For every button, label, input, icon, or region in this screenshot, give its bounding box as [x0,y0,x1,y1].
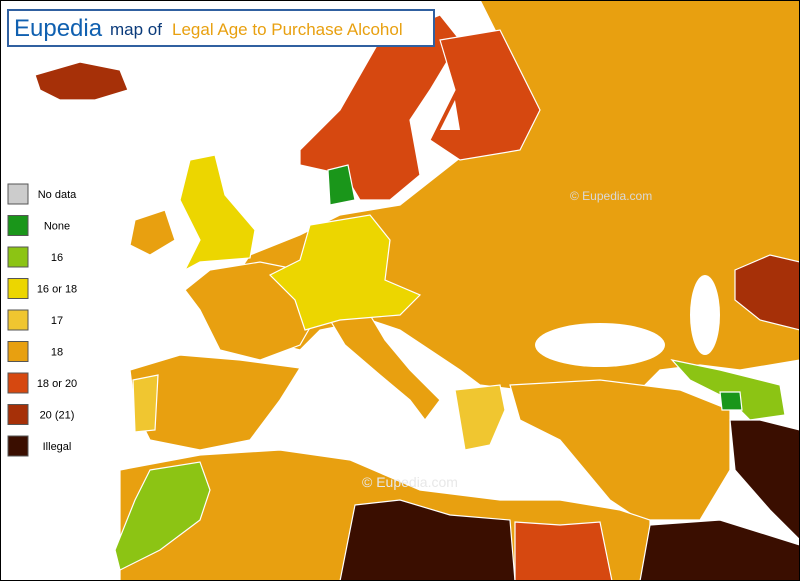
legend-label: 20 (21) [40,410,75,422]
region [514,521,613,581]
region [729,419,800,541]
legend-swatch [7,404,29,425]
legend-swatch [7,341,29,362]
region [268,214,422,331]
region [132,374,159,433]
gulf [440,100,460,130]
land [34,0,800,581]
region [454,384,506,451]
watermark: © Eupedia.com [570,189,652,203]
region [339,499,516,581]
region [670,359,786,421]
region [327,164,356,206]
legend-label: No data [38,189,77,201]
legend-label: 16 or 18 [37,284,77,296]
legend-label: 18 or 20 [37,378,77,390]
black-sea [535,323,665,367]
title: Legal Age to Purchase Alcohol [172,20,403,39]
legend-swatch [7,309,29,331]
legend-swatch [7,372,29,394]
region [329,314,441,421]
region [114,461,211,571]
caspian-sea [690,275,720,355]
region [719,391,743,411]
watermark: © Eupedia.com [362,474,458,490]
region [34,61,129,101]
legend-swatch [7,246,29,268]
region [509,379,731,521]
region [129,209,176,256]
legend-label: Illegal [43,441,72,453]
legend-swatch [7,183,29,205]
legend-label: 18 [51,347,63,359]
legend-label: 16 [51,252,63,264]
legend-swatch [7,215,29,236]
region [639,519,800,581]
legend-label: None [44,221,70,233]
legend-swatch [7,278,29,299]
header-box [7,9,435,47]
legend-label: 17 [51,315,63,327]
legend-swatch [7,435,29,457]
legend: No data None 16 16 or 18 17 18 18 or 20 20 (21)… [7,183,77,457]
brand: Eupedia [14,15,103,42]
region [179,154,256,272]
connector: map of [110,20,162,39]
region [734,254,800,331]
